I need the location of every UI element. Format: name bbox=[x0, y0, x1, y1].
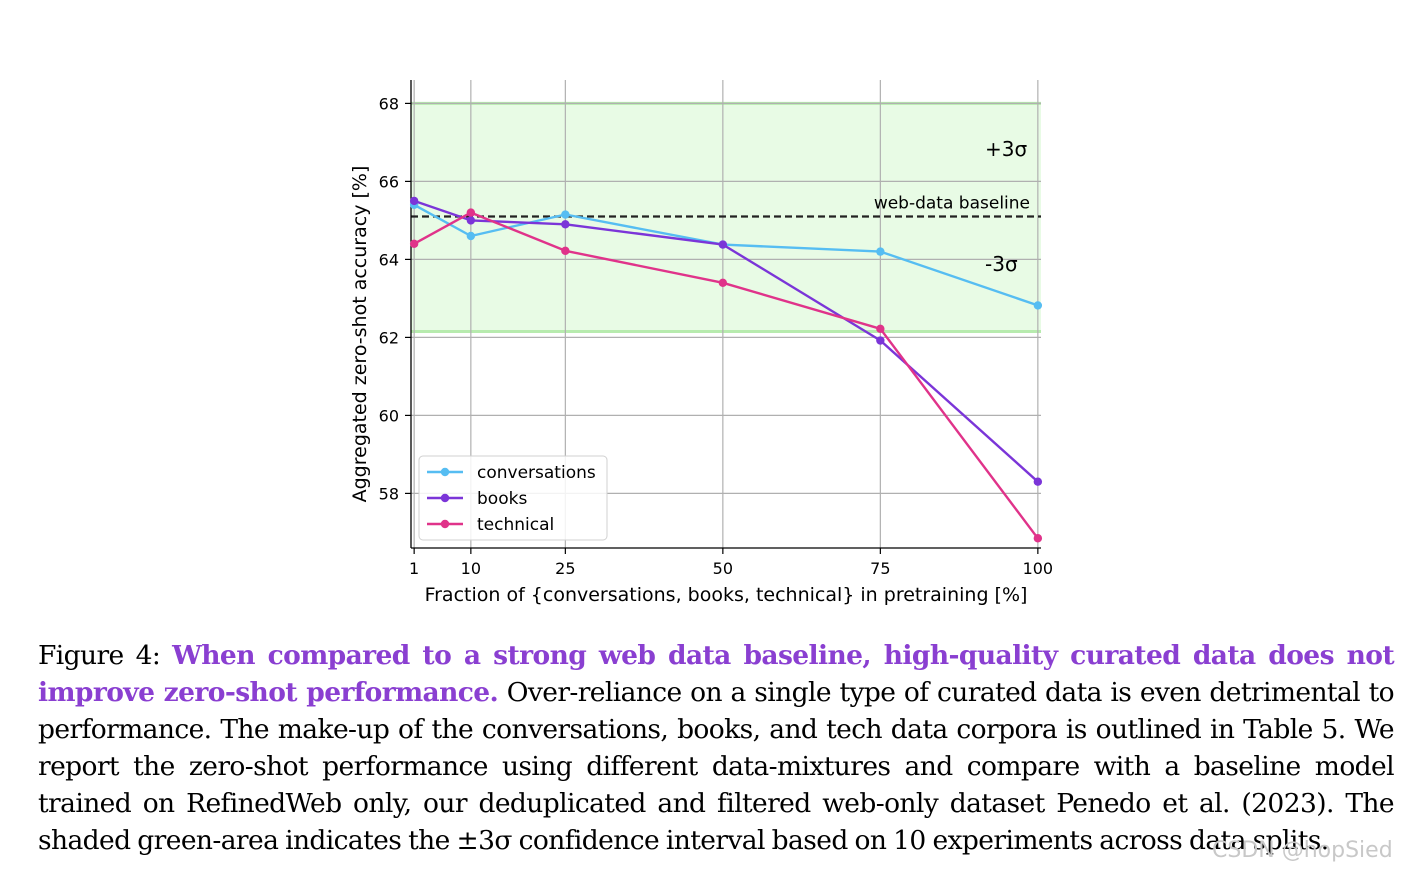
data-point-books bbox=[1033, 477, 1043, 486]
y-tick-label: 68 bbox=[379, 94, 399, 113]
data-point-conversations bbox=[1033, 301, 1043, 310]
y-tick-label: 62 bbox=[379, 328, 399, 347]
watermark: CSDN @hopSied bbox=[1212, 838, 1393, 863]
data-point-conversations bbox=[561, 210, 570, 219]
line-chart: 1 10 25 50 75 100 58 60 62 64 66 68 web-data baseli… bbox=[349, 80, 1054, 606]
data-point-books bbox=[561, 220, 570, 229]
y-tick-label: 64 bbox=[379, 250, 399, 269]
data-point-books bbox=[876, 336, 885, 345]
data-point-books bbox=[466, 216, 476, 225]
figure: 1 10 25 50 75 100 58 60 62 64 66 68 web-data baseli… bbox=[349, 80, 1054, 606]
x-tick-label: 50 bbox=[713, 559, 733, 578]
band-lower-label: -3σ bbox=[985, 252, 1018, 276]
legend-marker-technical bbox=[440, 519, 450, 529]
figure-caption: Figure 4: When compared to a strong web … bbox=[38, 637, 1395, 859]
data-point-technical bbox=[718, 278, 728, 287]
x-tick-label: 1 bbox=[409, 559, 419, 578]
caption-body: Over-reliance on a single type of curate… bbox=[38, 677, 1395, 856]
data-point-technical bbox=[561, 246, 570, 256]
legend-label-technical: technical bbox=[477, 515, 554, 535]
x-tick-label: 75 bbox=[870, 559, 890, 578]
band-upper-label: +3σ bbox=[985, 137, 1027, 161]
caption-label: Figure 4: bbox=[38, 640, 161, 671]
y-tick-label: 60 bbox=[379, 406, 399, 425]
y-tick-label: 58 bbox=[379, 484, 399, 503]
legend-label-books: books bbox=[477, 489, 527, 509]
x-axis-label: Fraction of {conversations, books, techn… bbox=[425, 584, 1028, 606]
baseline-label: web-data baseline bbox=[874, 194, 1030, 214]
legend-marker-conversations bbox=[440, 467, 450, 477]
x-tick-label: 25 bbox=[555, 559, 575, 578]
y-axis-label: Aggregated zero-shot accuracy [%] bbox=[349, 166, 371, 503]
data-point-conversations bbox=[466, 231, 476, 241]
legend-marker-books bbox=[440, 493, 450, 503]
series-line-conversations bbox=[413, 203, 1039, 307]
data-point-books bbox=[409, 196, 419, 206]
data-point-technical bbox=[1033, 534, 1043, 543]
caption-lead: When compared to a strong web data basel… bbox=[38, 640, 1395, 708]
legend-box bbox=[418, 455, 608, 541]
data-point-technical bbox=[409, 239, 419, 248]
x-tick-label: 100 bbox=[1023, 559, 1054, 578]
data-point-technical bbox=[876, 324, 885, 334]
y-tick-label: 66 bbox=[379, 172, 399, 191]
series-line-technical bbox=[413, 211, 1039, 540]
x-tick-label: 10 bbox=[461, 559, 481, 578]
data-point-books bbox=[718, 240, 728, 249]
data-point-conversations bbox=[876, 247, 885, 256]
legend-label-conversations: conversations bbox=[477, 463, 596, 483]
data-point-technical bbox=[466, 208, 476, 217]
